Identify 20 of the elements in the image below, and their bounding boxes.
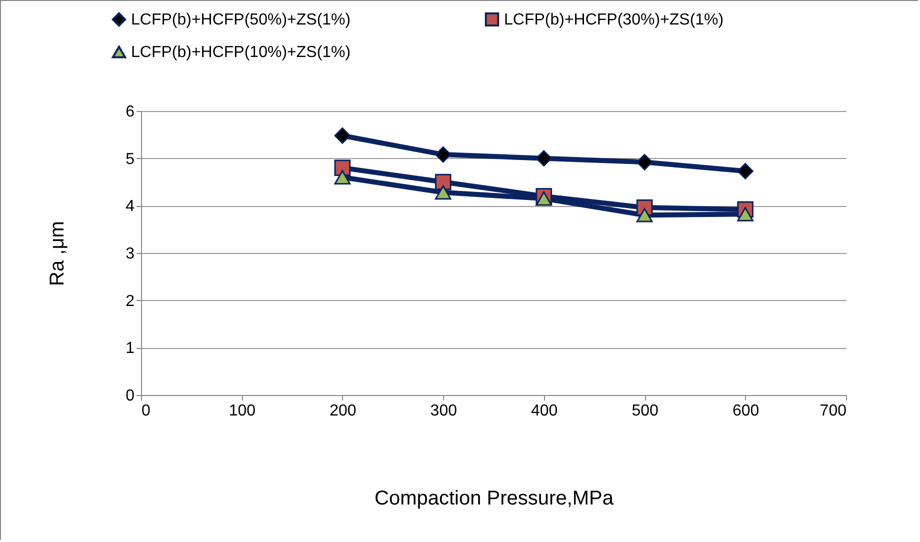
- y-axis-title: Ra ,μm: [46, 221, 69, 286]
- y-tick-label: 5: [126, 150, 135, 168]
- x-tick-label: 500: [632, 402, 659, 420]
- x-tick-label: 100: [228, 402, 256, 420]
- y-tick-label: 2: [126, 292, 135, 310]
- x-tick-label: 400: [531, 402, 558, 420]
- x-tick-label: 200: [330, 402, 356, 420]
- x-tick-label: 300: [430, 402, 458, 420]
- y-tick-label: 6: [126, 104, 135, 120]
- y-tick-label: 0: [126, 388, 135, 404]
- legend-label: LCFP(b)+HCFP(50%)+ZS(1%): [131, 11, 351, 28]
- legend-label: LCFP(b)+HCFP(10%)+ZS(1%): [131, 44, 351, 61]
- legend-label: LCFP(b)+HCFP(30%)+ZS(1%): [504, 11, 724, 28]
- y-tick-label: 4: [126, 198, 135, 216]
- x-tick-label: 700: [820, 402, 847, 420]
- x-tick-label: 600: [732, 402, 760, 420]
- x-axis-title: Compaction Pressure,MPa: [374, 488, 614, 510]
- x-tick-label: 0: [142, 402, 150, 420]
- y-tick-label: 1: [126, 340, 135, 358]
- y-tick-label: 3: [126, 246, 135, 262]
